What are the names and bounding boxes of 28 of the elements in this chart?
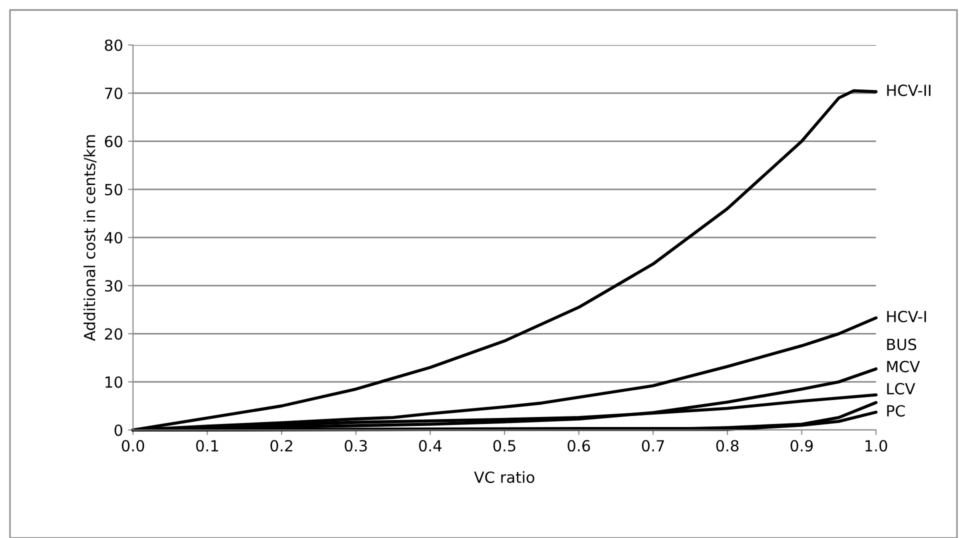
y-tick-label: 20: [104, 328, 122, 340]
x-tick-label: 0.7: [642, 440, 664, 452]
y-tick-label: 0: [114, 424, 122, 436]
y-tick-label: 30: [105, 280, 122, 292]
x-tick-label: 0.8: [716, 440, 739, 452]
x-tick-label: 0.4: [419, 440, 442, 452]
y-tick-label: 60: [104, 136, 122, 148]
series-label: PC: [887, 405, 905, 417]
x-tick-label: 0.5: [493, 440, 516, 452]
x-tick-label: 1.0: [866, 440, 888, 452]
y-axis-title: Additional cost in cents/km: [83, 135, 97, 341]
y-tick-label: 40: [104, 232, 122, 244]
series-label: MCV: [887, 360, 920, 372]
y-tick-label: 50: [105, 184, 122, 196]
x-tick-label: 0.0: [122, 440, 144, 452]
series-label: BUS: [887, 338, 916, 350]
y-tick-label: 80: [104, 39, 122, 52]
x-tick-label: 0.3: [344, 440, 367, 452]
x-tick-label: 0.2: [270, 440, 292, 452]
y-tick-label: 10: [106, 376, 122, 388]
x-axis-title: VC ratio: [474, 471, 534, 483]
series-label: HCV-II: [887, 84, 930, 96]
series-label: HCV-I: [887, 310, 926, 322]
y-tick-label: 70: [105, 88, 122, 100]
x-tick-label: 0.9: [790, 440, 813, 452]
series-label: LCV: [887, 382, 916, 394]
x-tick-label: 0.6: [568, 440, 590, 452]
x-tick-label: 0.1: [196, 440, 218, 452]
